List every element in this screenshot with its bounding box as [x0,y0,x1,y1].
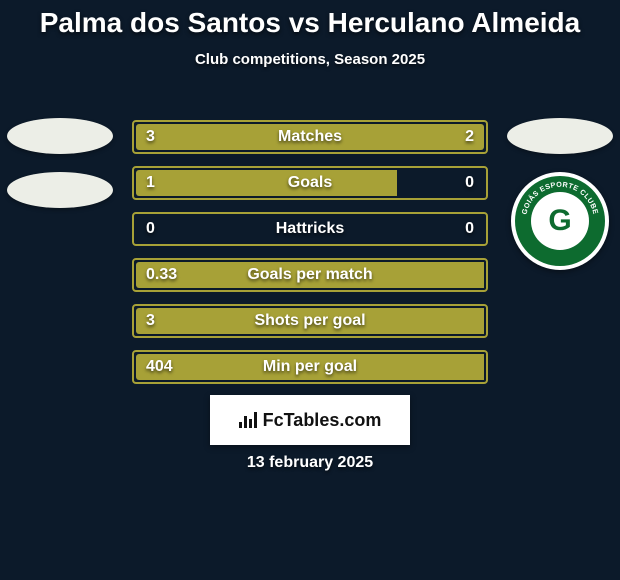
footer-date: 13 february 2025 [0,454,620,472]
stat-label: Shots per goal [134,306,486,336]
club-badge-letter: G [531,192,589,250]
stat-bars: 3Matches21Goals00Hattricks00.33Goals per… [132,120,488,384]
right-logos-column: GOIÁS ESPORTE CLUBE6-4-1943G [500,118,620,270]
bar-chart-icon [239,412,257,428]
club-badge: GOIÁS ESPORTE CLUBE6-4-1943G [511,172,609,270]
source-badge: FcTables.com [210,395,410,445]
club-logo-placeholder [507,118,613,154]
stat-label: Goals [134,168,486,198]
page-title: Palma dos Santos vs Herculano Almeida [0,0,620,39]
stat-value-right: 2 [465,122,474,152]
stat-row: 1Goals0 [132,166,488,200]
left-logos-column [0,118,120,208]
comparison-infographic: Palma dos Santos vs Herculano Almeida Cl… [0,0,620,580]
subtitle: Club competitions, Season 2025 [0,51,620,68]
source-badge-text: FcTables.com [263,410,382,431]
stat-label: Hattricks [134,214,486,244]
stat-label: Goals per match [134,260,486,290]
stat-row: 3Matches2 [132,120,488,154]
stat-label: Matches [134,122,486,152]
stat-value-right: 0 [465,168,474,198]
stat-row: 0Hattricks0 [132,212,488,246]
stat-row: 0.33Goals per match [132,258,488,292]
stat-label: Min per goal [134,352,486,382]
stat-row: 3Shots per goal [132,304,488,338]
stat-value-right: 0 [465,214,474,244]
club-logo-placeholder [7,118,113,154]
stat-row: 404Min per goal [132,350,488,384]
club-logo-placeholder [7,172,113,208]
